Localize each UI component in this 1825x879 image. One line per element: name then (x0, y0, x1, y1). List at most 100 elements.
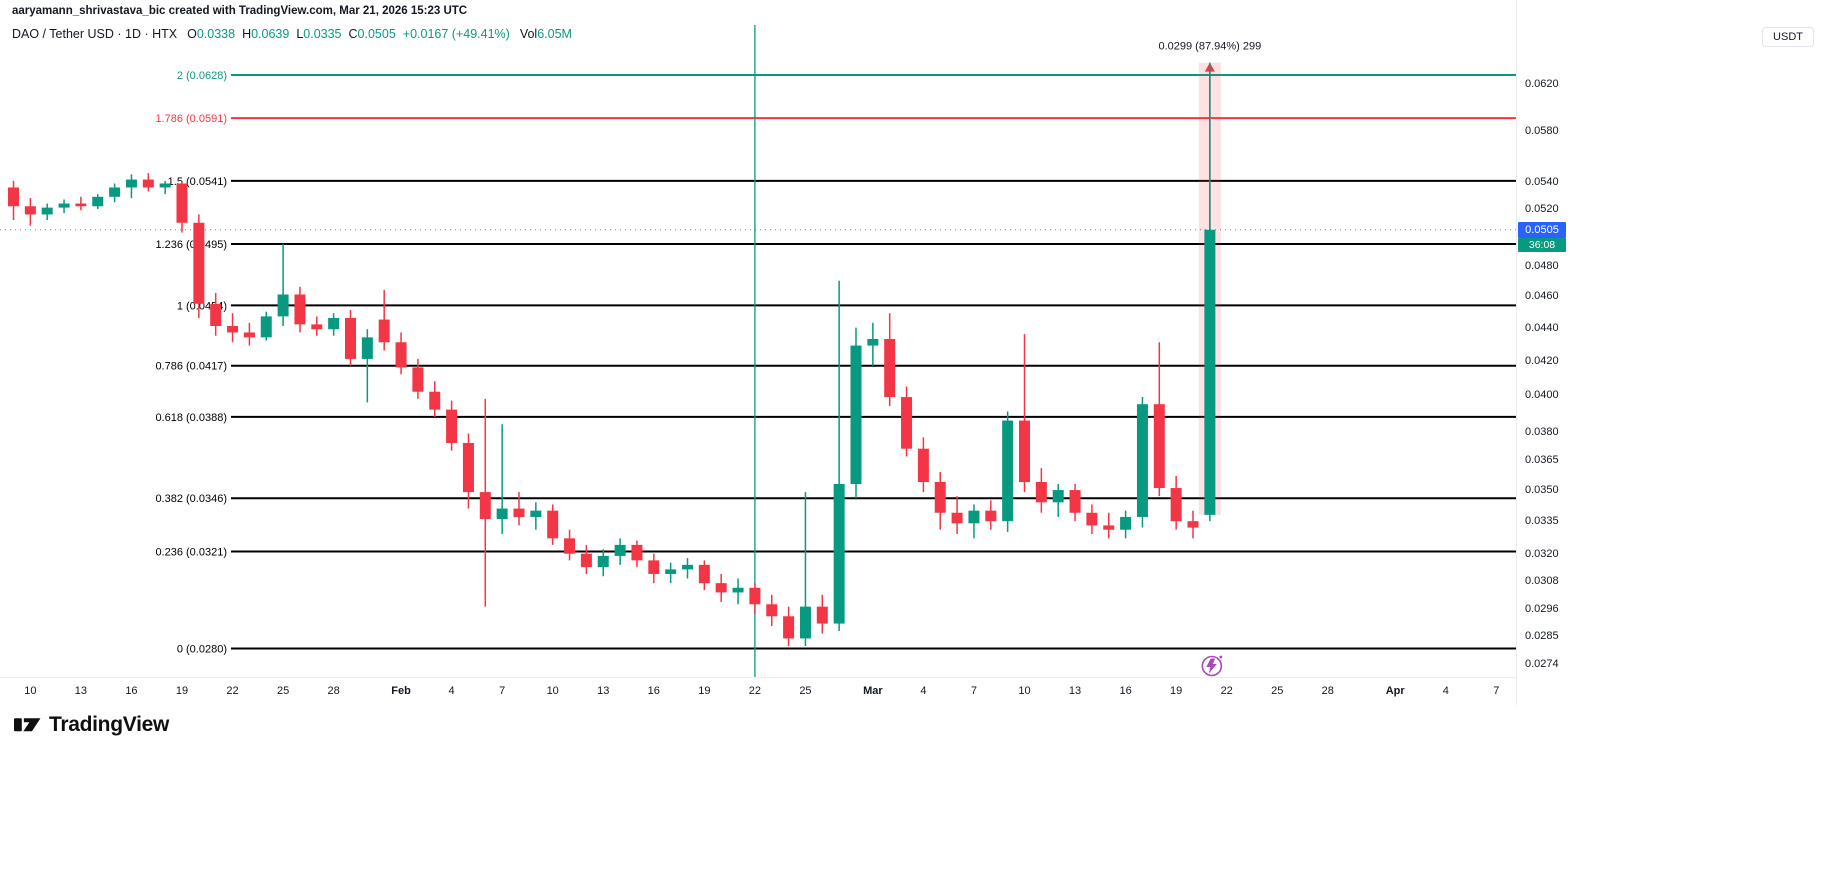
candle[interactable] (109, 183, 121, 203)
candle[interactable] (1120, 510, 1132, 539)
fib-label-0.618: 0.618 (0.0388) (155, 412, 227, 424)
candle[interactable] (682, 558, 693, 579)
candle[interactable] (564, 529, 576, 561)
candle[interactable] (799, 492, 811, 646)
candle[interactable] (395, 332, 407, 375)
candle[interactable] (75, 196, 87, 211)
candle[interactable] (597, 549, 609, 577)
candle[interactable] (783, 606, 795, 646)
candle[interactable] (530, 502, 542, 530)
candle[interactable] (311, 316, 323, 336)
candle[interactable] (446, 400, 458, 451)
candle[interactable] (631, 540, 643, 568)
ohlc-high: H0.0639 (242, 27, 290, 41)
time-tick: 7 (970, 685, 977, 697)
candle[interactable] (665, 562, 677, 584)
candle[interactable] (1204, 62, 1216, 522)
candle[interactable] (850, 327, 862, 499)
candle[interactable] (1069, 484, 1081, 522)
attribution-text: aaryamann_shrivastava_bic created with T… (12, 5, 468, 17)
candle[interactable] (1153, 342, 1165, 497)
candle[interactable] (547, 504, 559, 545)
time-tick: 19 (698, 685, 711, 697)
ohlc-low: L0.0335 (296, 27, 342, 41)
candle[interactable] (1035, 468, 1047, 513)
candle[interactable] (715, 573, 727, 602)
candle[interactable] (698, 560, 710, 591)
candle[interactable] (1103, 512, 1115, 539)
time-tick: 16 (1119, 685, 1132, 697)
candle[interactable] (159, 180, 171, 195)
candle[interactable] (1019, 334, 1030, 493)
candle[interactable] (1187, 510, 1199, 539)
candlestick-chart[interactable]: 2 (0.0628)1.786 (0.0591)1.5 (0.0541)1.23… (0, 0, 1516, 705)
candle[interactable] (24, 198, 36, 226)
candle[interactable] (917, 437, 929, 493)
candle[interactable] (260, 311, 272, 341)
tradingview-logo-text: TradingView (49, 712, 170, 736)
candle[interactable] (934, 472, 946, 530)
candle[interactable] (361, 329, 373, 403)
candle[interactable] (833, 280, 845, 631)
candle[interactable] (58, 199, 70, 214)
symbol-legend: DAO / Tether USD · 1D · HTX O0.0338 H0.0… (12, 27, 579, 41)
currency-toggle-button[interactable]: USDT (1762, 27, 1814, 47)
time-tick: 13 (74, 685, 88, 697)
candle[interactable] (429, 381, 441, 417)
price-axis[interactable]: USDT 0.0620 0.0580 0.0540 0.0520 0.0480 0.046… (1516, 0, 1825, 705)
price-tick: 0.0296 (1525, 603, 1559, 616)
price-tick: 0.0380 (1525, 425, 1559, 438)
symbol-title[interactable]: DAO / Tether USD · 1D · HTX (12, 27, 178, 41)
candle[interactable] (8, 180, 19, 220)
candle[interactable] (142, 173, 154, 192)
candle[interactable] (227, 313, 239, 343)
candle[interactable] (513, 492, 525, 526)
price-tick: 0.0320 (1525, 547, 1559, 560)
candle[interactable] (968, 504, 980, 539)
candle[interactable] (462, 433, 474, 509)
candle[interactable] (580, 544, 592, 574)
candle[interactable] (951, 496, 963, 535)
candle[interactable] (412, 358, 424, 399)
candle[interactable] (749, 583, 761, 614)
candle[interactable] (1002, 411, 1014, 532)
candle[interactable] (328, 313, 340, 336)
candle[interactable] (378, 289, 390, 351)
candle[interactable] (496, 424, 508, 535)
candle[interactable] (1136, 397, 1148, 528)
candle[interactable] (985, 500, 997, 530)
time-tick: 19 (175, 685, 189, 697)
time-tick: 16 (125, 685, 138, 697)
event-lightning-icon[interactable] (1201, 655, 1223, 677)
time-tick: 7 (1493, 685, 1500, 697)
candle[interactable] (92, 194, 104, 209)
candle[interactable] (901, 386, 913, 457)
candle[interactable] (193, 214, 205, 318)
tradingview-logo[interactable]: TradingView (14, 711, 169, 738)
time-tick: 25 (1271, 685, 1284, 697)
candle[interactable] (648, 553, 660, 584)
time-axis[interactable]: 10 13 16 19 22 25 28 Feb 4 7 10 13 16 19 22 25 Mar 4 7 10 13… (0, 677, 1516, 706)
candle[interactable] (884, 313, 896, 406)
price-tick: 0.0365 (1525, 454, 1559, 467)
candle[interactable] (1052, 484, 1064, 517)
candle[interactable] (176, 180, 188, 233)
candle[interactable] (345, 310, 356, 366)
candle[interactable] (243, 322, 255, 346)
candle[interactable] (1086, 504, 1098, 535)
candle[interactable] (766, 594, 778, 627)
tradingview-logo-icon (14, 718, 41, 732)
candle[interactable] (277, 243, 289, 326)
candle[interactable] (867, 322, 879, 366)
price-tick: 0.0285 (1525, 629, 1559, 642)
candle[interactable] (732, 578, 744, 605)
candle[interactable] (210, 292, 222, 336)
candle[interactable] (125, 174, 137, 199)
candle[interactable] (816, 594, 828, 634)
candle[interactable] (41, 203, 53, 220)
candle[interactable] (614, 538, 626, 565)
last-price-badge: 0.0505 (1518, 221, 1566, 238)
candle[interactable] (479, 398, 491, 607)
candle[interactable] (1170, 476, 1182, 530)
candle[interactable] (294, 286, 306, 333)
